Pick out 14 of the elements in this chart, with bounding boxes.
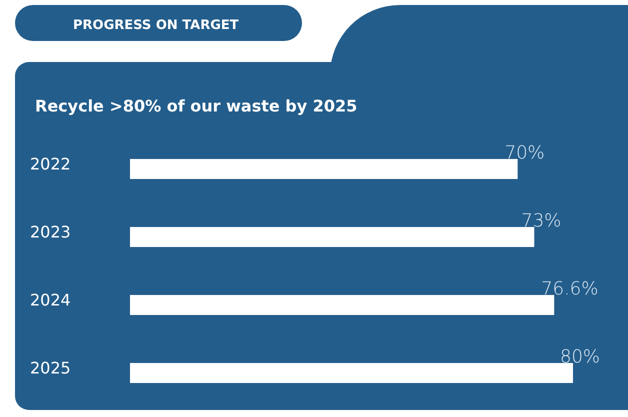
y-tick-label: 2022 [30, 154, 71, 174]
bar [130, 295, 554, 315]
data-label: 80% [560, 346, 600, 368]
bar [130, 363, 573, 383]
bar [130, 227, 534, 247]
chart-subtitle: Recycle >80% of our waste by 2025 [35, 96, 358, 116]
data-label: 70% [504, 142, 545, 164]
data-label: 73% [521, 210, 562, 232]
chart-title: PROGRESS ON TARGET [73, 18, 239, 33]
y-tick-label: 2024 [30, 290, 71, 310]
data-label: 76.6% [541, 278, 598, 300]
y-tick-label: 2023 [30, 222, 71, 242]
bar [130, 159, 518, 179]
y-tick-label: 2025 [30, 358, 71, 378]
